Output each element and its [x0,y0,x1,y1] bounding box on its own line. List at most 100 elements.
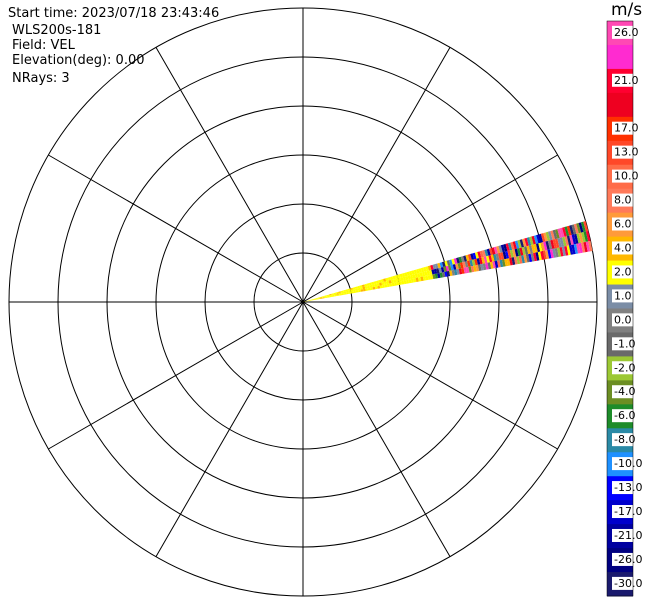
range-gate-cell [412,274,416,279]
range-gate-cell [580,242,586,253]
range-gate-cell [559,227,565,238]
range-gate-cell [562,227,567,237]
range-gate-cell [537,251,542,261]
azimuth-spoke [48,301,304,450]
colorbar-unit: m/s [611,0,643,20]
azimuth-spoke [48,154,304,303]
range-gate-cell [440,267,445,273]
range-gate-cell [307,300,311,302]
range-gate-cell [485,262,489,270]
range-gate-cell [360,287,363,290]
range-gate-cell [459,262,464,269]
range-gate-cell [303,301,306,302]
range-gate-cell [317,297,320,299]
range-gate-cell [343,292,347,295]
range-gate-cell [415,277,419,283]
range-gate-cell [557,247,562,257]
range-gate-cell [394,274,399,279]
range-gate-cell [505,251,510,259]
range-gate-cell [509,249,514,258]
range-gate-cell [319,297,323,299]
colorbar-tick-label: 6.0 [614,218,632,231]
range-gate-cell [521,255,525,264]
range-gate-cell [566,245,571,256]
range-gate-cell [533,243,538,253]
range-gate-cell [495,253,500,261]
colorbar-label-bg [612,337,644,351]
range-gate-cell [484,249,489,257]
range-gate-cell [479,250,484,258]
range-gate-cell [519,239,525,248]
azimuth-spoke [155,301,304,557]
range-gate-cell [381,281,385,286]
range-gate-cell [507,242,513,251]
range-gate-cell [434,263,439,269]
range-gate-cell [322,297,325,299]
colorbar-tick-label: 21.0 [614,74,639,87]
range-gate-cell [382,284,386,288]
range-gate-cell [478,257,483,265]
range-gate-cell [425,266,429,272]
range-gate-cell [427,265,432,271]
range-gate-cell [467,260,471,267]
range-gate-cell [497,252,502,261]
range-gate-cell [305,300,308,302]
range-gate-cell [476,258,481,265]
range-gate-cell [501,259,506,267]
range-gate-cell [387,277,391,281]
range-gate-cell [522,238,527,247]
range-gate-cell [406,279,410,284]
range-gate-cell [486,248,491,256]
range-gate-cell [525,254,530,263]
range-gate-cell [456,268,460,275]
range-gate-cell [366,283,370,286]
range-gate-cell [379,285,383,289]
range-gate-cell [348,291,352,294]
range-gate-cell [360,289,364,292]
range-gate-cell [469,259,474,267]
range-gate-cell [431,269,435,275]
range-gate-cell [368,282,372,286]
range-gate-cell [397,274,401,279]
range-gate-cell [303,301,306,302]
range-gate-cell [379,282,383,286]
range-gate-cell [497,260,501,268]
elevation-label: Elevation(deg): 0.00 [12,53,145,68]
range-gate-cell [371,281,375,285]
range-gate-cell [538,233,544,243]
range-gate-cell [512,241,517,250]
range-gate-cell [564,236,570,246]
range-gate-cell [401,280,405,285]
range-gate-cell [354,286,358,289]
range-gate-cell [403,280,407,285]
range-gate-cell [352,287,356,290]
colorbar-label-bg [612,145,644,159]
range-gate-cell [557,237,562,248]
range-gate-cell [517,239,522,249]
range-gate-cell [576,243,581,254]
range-gate-cell [461,267,465,274]
colorbar-label-bg [612,433,644,447]
range-gate-cell [367,287,371,291]
range-gate-cell [317,297,320,299]
range-gate-cell [487,262,492,270]
range-gate-cell [443,266,447,272]
colorbar-tick-label: 1.0 [614,289,632,302]
range-gate-cell [331,294,335,296]
range-gate-cell [571,224,577,235]
range-gate-cell [305,300,308,302]
range-gate-cell [569,235,574,245]
range-gate-cell [336,293,339,295]
range-gate-cell [578,232,584,243]
range-gate-cell [528,253,533,263]
range-gate-cell [518,255,523,264]
range-gate-cell [338,292,342,295]
range-gate-cell [513,256,518,265]
range-gate-cell [540,251,545,260]
range-gate-cell [374,286,378,290]
colorbar-tick-label: -2.0 [614,361,635,374]
range-gate-cell [314,298,318,300]
range-gate-cell [524,237,529,247]
range-gate-cell [390,279,395,284]
colorbar-label-bg [612,313,637,327]
